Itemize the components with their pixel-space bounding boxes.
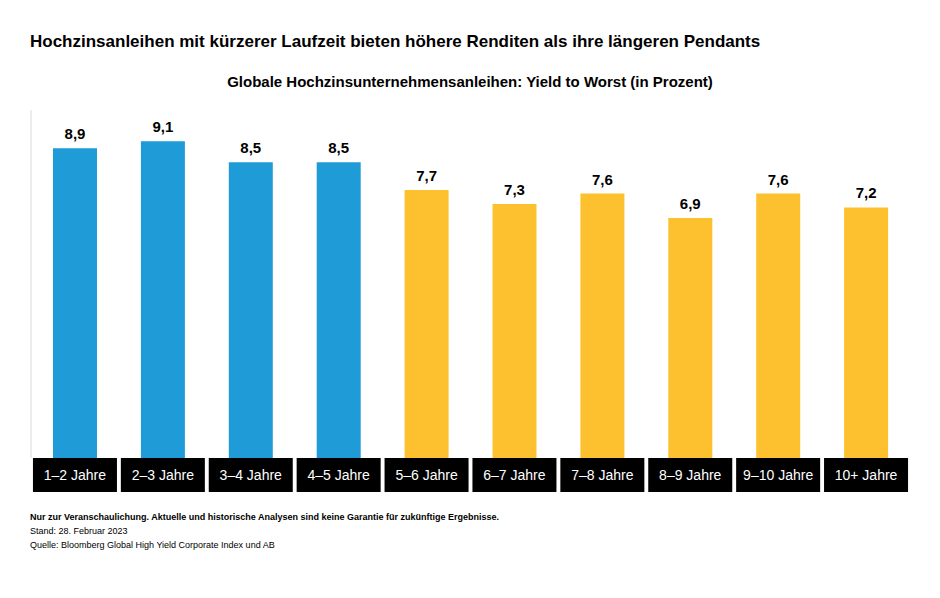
svg-text:7–8 Jahre: 7–8 Jahre: [571, 467, 633, 483]
svg-text:7,6: 7,6: [592, 171, 613, 188]
html-text:Globale Hochzinsunternehmensan: Globale Hochzinsunternehmensanleihen: Yi…: [227, 73, 713, 90]
html-text:Nur zur Veranschaulichung. Akt: Nur zur Veranschaulichung. Aktuelle und …: [30, 512, 499, 522]
svg-text:7,2: 7,2: [856, 184, 877, 201]
html-text:Hochzinsanleihen mit kürzerer: Hochzinsanleihen mit kürzerer Laufzeit b…: [30, 32, 761, 51]
svg-text:8–9 Jahre: 8–9 Jahre: [659, 467, 721, 483]
svg-text:7,3: 7,3: [504, 181, 525, 198]
svg-text:2–3 Jahre: 2–3 Jahre: [132, 467, 194, 483]
svg-text:8,5: 8,5: [328, 139, 349, 156]
html-text:Quelle: Bloomberg Global High: Quelle: Bloomberg Global High Yield Corp…: [30, 540, 275, 550]
svg-text:7,7: 7,7: [416, 167, 437, 184]
svg-text:5–6 Jahre: 5–6 Jahre: [395, 467, 457, 483]
svg-text:7,6: 7,6: [768, 171, 789, 188]
svg-text:6,9: 6,9: [680, 195, 701, 212]
svg-text:6–7 Jahre: 6–7 Jahre: [483, 467, 545, 483]
html-text:Stand: 28. Februar 2023: Stand: 28. Februar 2023: [30, 526, 128, 536]
svg-text:4–5 Jahre: 4–5 Jahre: [308, 467, 370, 483]
svg-text:10+ Jahre: 10+ Jahre: [835, 467, 898, 483]
svg-text:9–10 Jahre: 9–10 Jahre: [743, 467, 813, 483]
svg-text:8,5: 8,5: [240, 139, 261, 156]
svg-text:1–2 Jahre: 1–2 Jahre: [44, 467, 106, 483]
svg-text:3–4 Jahre: 3–4 Jahre: [220, 467, 282, 483]
svg-text:8,9: 8,9: [65, 125, 86, 142]
svg-text:9,1: 9,1: [152, 118, 173, 135]
